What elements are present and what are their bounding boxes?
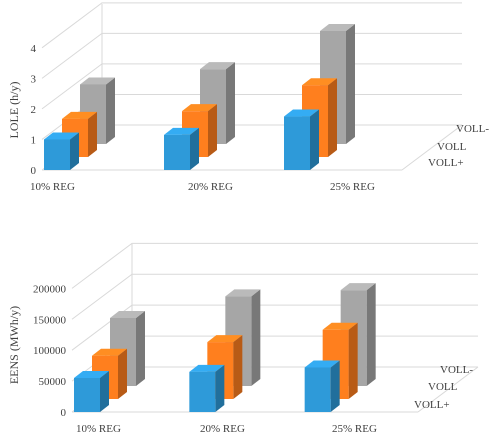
y-axis-label: LOLE (h/y) <box>7 82 21 139</box>
y-tick-label: 50000 <box>39 376 67 388</box>
bar-voll-3 <box>304 360 340 412</box>
bar-top <box>110 310 145 318</box>
bar-top <box>80 77 115 85</box>
y-tick-label: 100000 <box>33 345 67 357</box>
y-tick-label: 150000 <box>33 314 67 326</box>
bar-voll-2 <box>164 127 199 170</box>
bar-top <box>74 370 109 378</box>
y-tick-label: 3 <box>31 73 37 85</box>
bar-top <box>322 322 358 330</box>
bar-top <box>182 104 217 112</box>
series-label: VOLL- <box>456 123 489 135</box>
bar-top <box>284 109 319 117</box>
bar-top <box>164 127 199 135</box>
bar-side <box>346 23 355 145</box>
x-category-label: 25% REG <box>332 423 377 435</box>
series-label: VOLL+ <box>414 399 450 411</box>
bar-side <box>330 360 340 412</box>
gridline <box>41 32 462 79</box>
bar-top <box>62 111 97 119</box>
bar-side <box>100 370 109 412</box>
x-category-label: 20% REG <box>200 423 245 435</box>
bar-side <box>226 62 235 144</box>
bar-side <box>88 111 97 157</box>
bar-side <box>136 310 145 386</box>
chart-panel-1: 0 1 2 3 4 LOLE (h/y) 10% REG 20% REG 25% REG VOLL… <box>7 2 489 193</box>
bar-side <box>118 348 127 399</box>
bar-side <box>208 104 217 157</box>
bar-top <box>207 335 243 343</box>
floor-side-edge <box>417 366 479 413</box>
bar-top <box>320 23 355 31</box>
bar-side <box>215 364 225 412</box>
bar-top <box>200 62 235 70</box>
y-tick-label: 200000 <box>33 283 67 295</box>
bar-side <box>328 78 337 157</box>
bar-top <box>304 360 340 368</box>
floor-side-edge <box>401 124 463 171</box>
x-category-label: 10% REG <box>76 423 121 435</box>
bar-side <box>366 283 376 386</box>
bar-top <box>340 283 376 291</box>
y-tick-label: 0 <box>61 407 67 419</box>
bar-top <box>225 289 261 297</box>
bar-front <box>44 139 70 170</box>
bar-voll-2 <box>189 364 225 412</box>
bar-side <box>190 127 199 170</box>
y-tick-label: 1 <box>31 134 37 146</box>
bar-voll-1 <box>44 132 79 170</box>
bar-side <box>106 77 115 144</box>
bar-top <box>302 78 337 86</box>
bar-side <box>233 335 243 399</box>
y-axis-label: EENS (MWh/y) <box>7 306 21 384</box>
bar-front <box>74 377 100 412</box>
bar-side <box>70 132 79 170</box>
bar-top <box>92 348 127 356</box>
bar-front <box>164 134 190 170</box>
bar-voll-1 <box>74 370 109 412</box>
x-category-label: 20% REG <box>188 181 233 193</box>
series-label: VOLL+ <box>428 157 464 169</box>
chart-panel-2: 0 50000 100000 150000 200000 EENS (MWh/y) 10% … <box>7 242 479 435</box>
bar-side <box>348 322 358 399</box>
x-category-label: 25% REG <box>330 181 375 193</box>
bar-side <box>310 109 319 170</box>
bar-front <box>284 116 310 170</box>
y-tick-label: 0 <box>31 165 37 177</box>
gridline <box>41 2 462 49</box>
bar-front <box>304 367 331 412</box>
series-label: VOLL <box>428 381 458 393</box>
x-category-label: 10% REG <box>30 181 75 193</box>
bar-top <box>44 132 79 140</box>
series-label: VOLL <box>437 141 467 153</box>
bar-top <box>189 364 225 372</box>
bar-voll-3 <box>284 109 319 170</box>
bar-front <box>189 371 216 412</box>
series-label: VOLL- <box>440 364 473 376</box>
bar-side <box>251 289 261 386</box>
y-tick-label: 2 <box>31 104 37 116</box>
y-tick-label: 4 <box>31 43 37 55</box>
gridline <box>71 242 478 289</box>
